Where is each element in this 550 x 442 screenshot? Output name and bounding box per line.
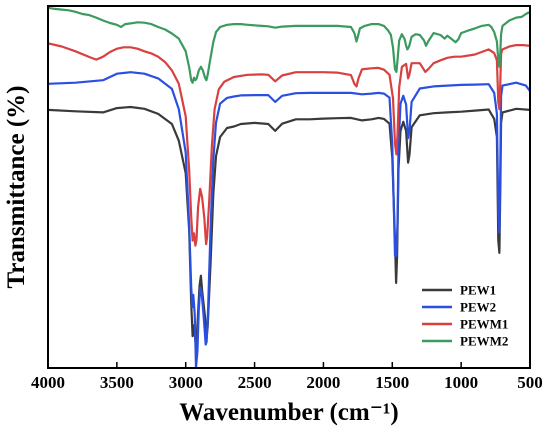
x-tick-label: 4000 [31,373,65,392]
series-line-pew2 [47,71,531,369]
x-tick-label: 2000 [306,373,340,392]
x-tick-label: 1500 [375,373,409,392]
legend-label-pewm2: PEWM2 [460,334,508,349]
legend-label-pewm1: PEWM1 [460,317,508,332]
x-tick-label: 500 [517,373,543,392]
legend-label-pew2: PEW2 [460,300,496,315]
y-axis-title: Transmittance (%) [3,86,30,289]
series-line-pewm2 [47,6,531,84]
series-layer [47,6,531,369]
series-line-pewm1 [47,42,531,247]
plot-frame [47,5,531,369]
legend-label-pew1: PEW1 [460,283,496,298]
x-tick-label: 3000 [169,373,203,392]
x-tick-label: 3500 [100,373,134,392]
x-tick-label: 2500 [238,373,272,392]
x-tick-label: 1000 [444,373,478,392]
series-line-pew1 [47,105,531,350]
tick-layer: 4000 3500 3000 2500 2000 1500 1000 500 [31,362,543,392]
x-axis-title: Wavenumber (cm⁻¹) [179,399,399,426]
legend: PEW1 PEW2 PEWM1 PEWM2 [422,283,508,349]
